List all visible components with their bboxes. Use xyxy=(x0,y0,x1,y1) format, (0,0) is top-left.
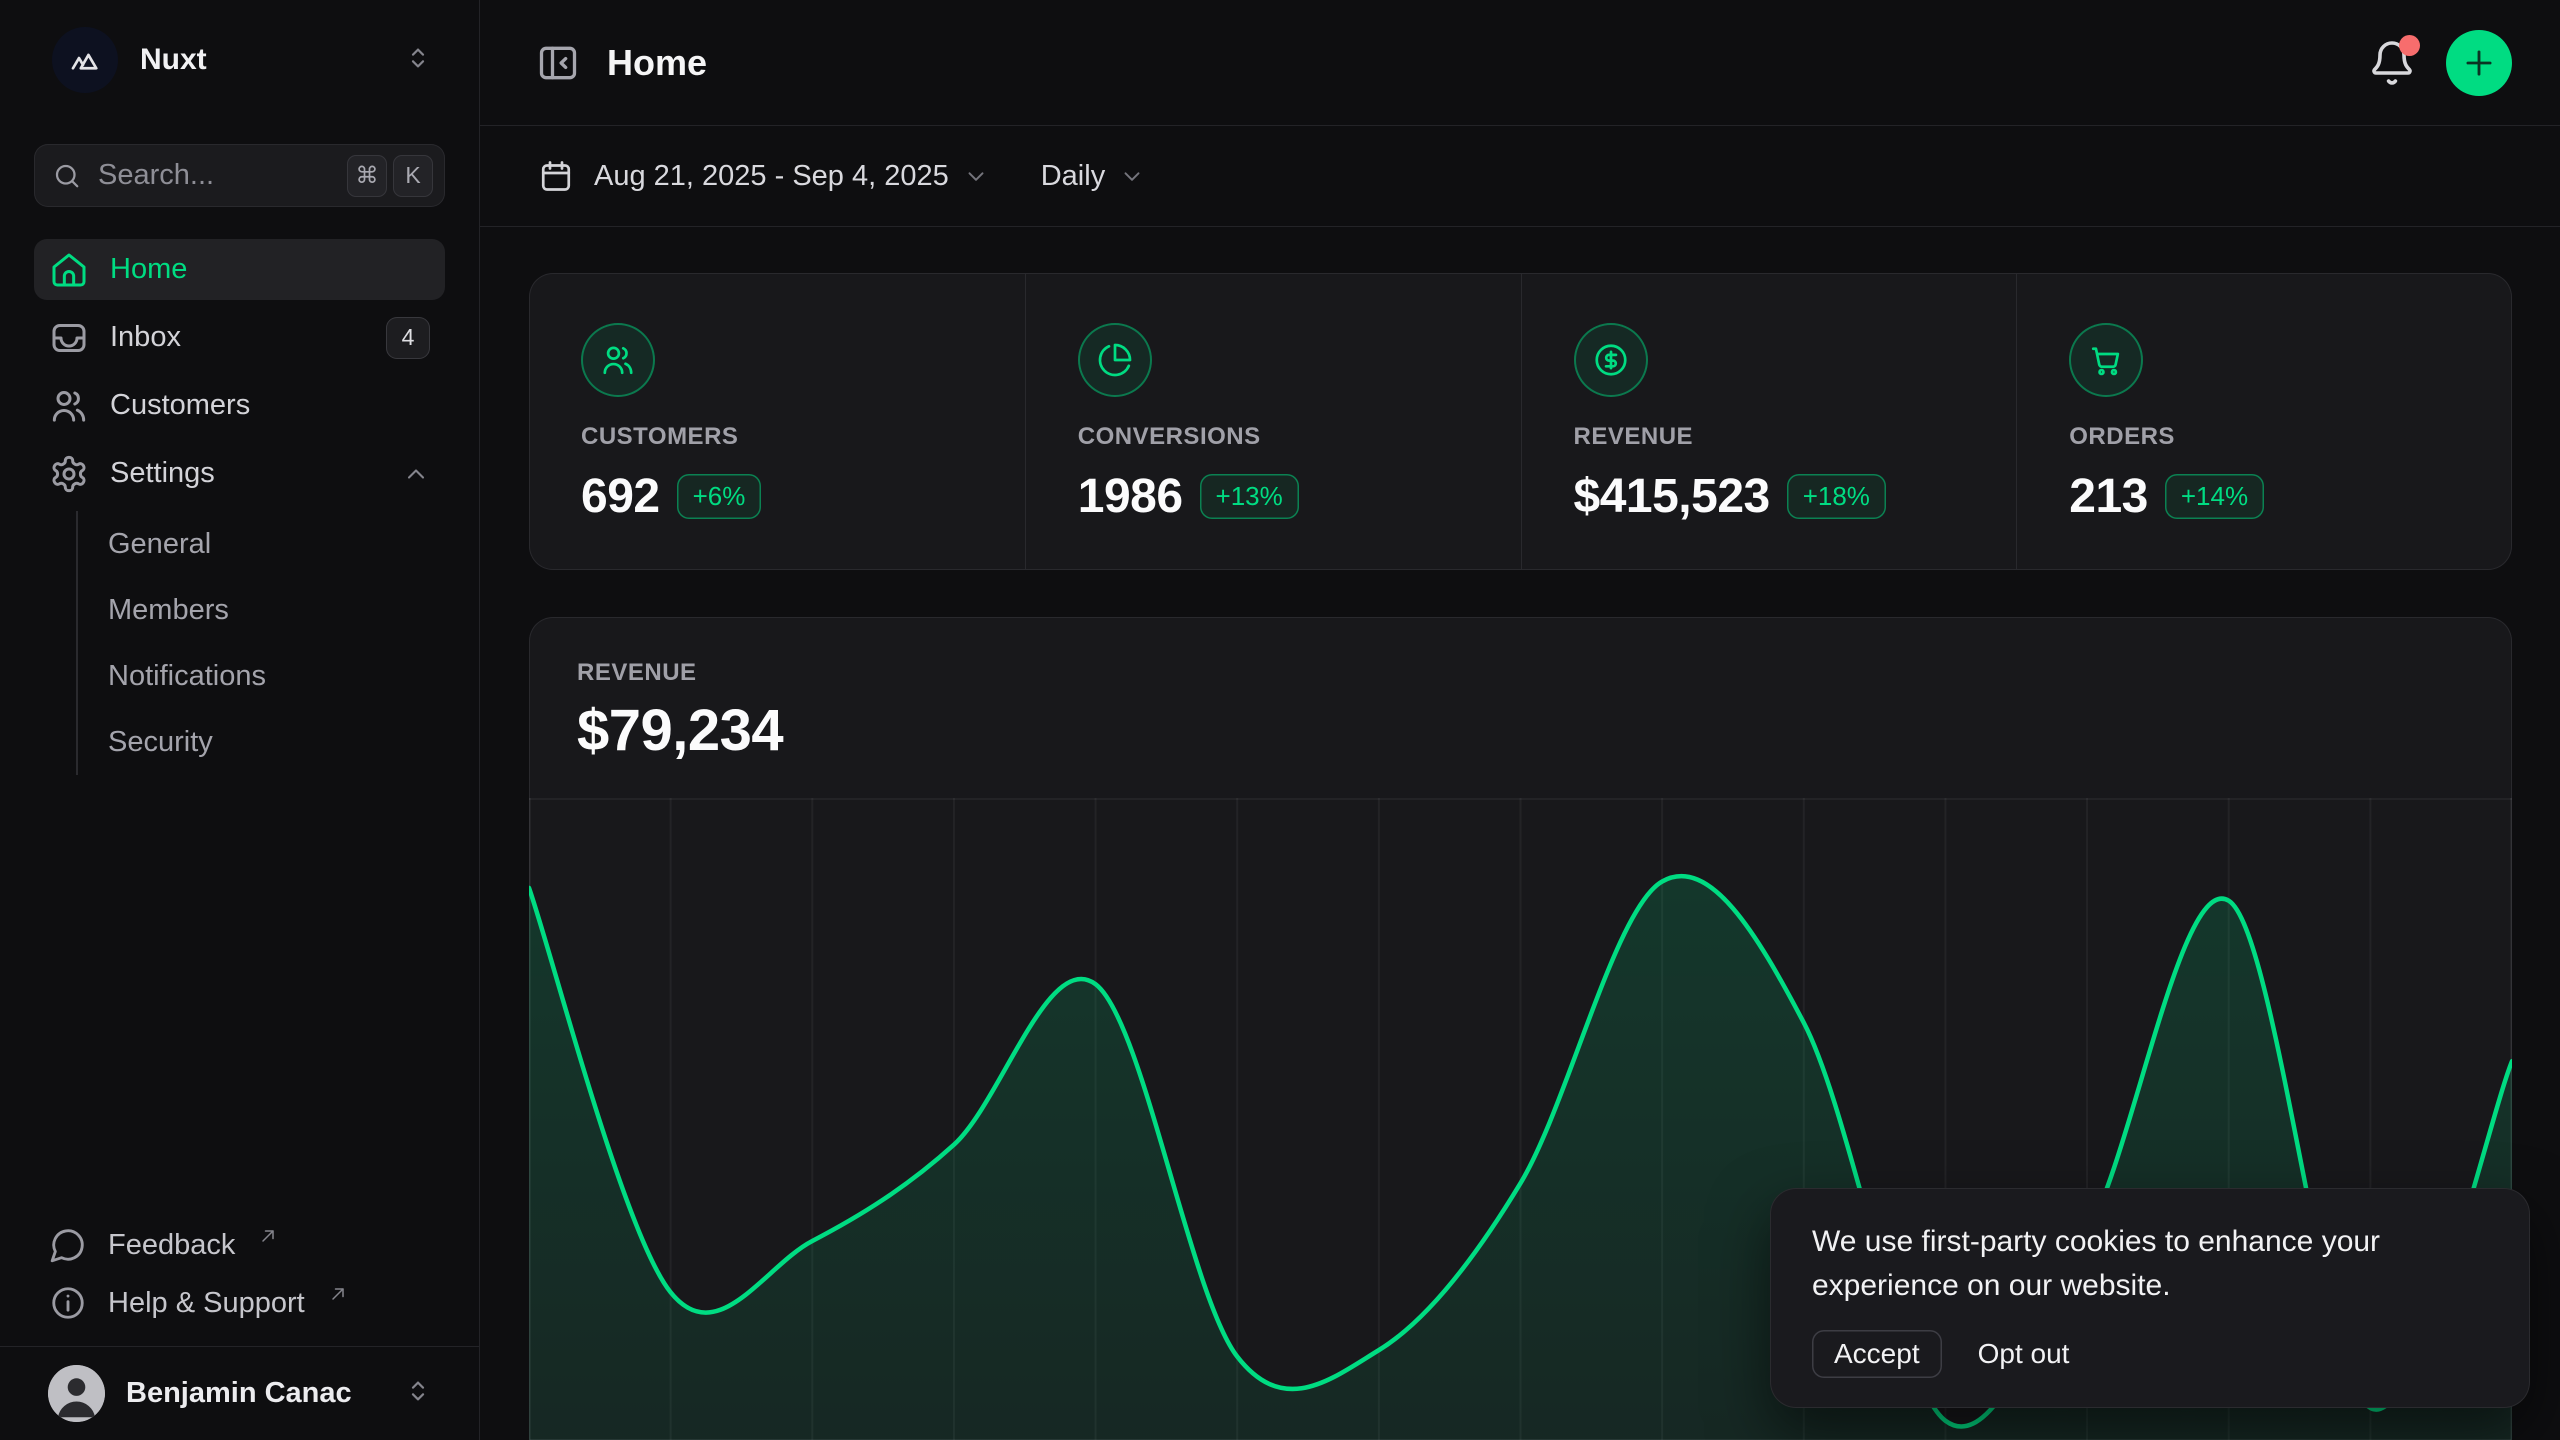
stat-delta-badge: +6% xyxy=(677,474,762,519)
sidebar-item-security[interactable]: Security xyxy=(78,709,445,775)
pie-chart-icon xyxy=(1078,323,1152,397)
stat-orders: ORDERS 213 +14% xyxy=(2016,273,2512,570)
stat-value: 1986 xyxy=(1078,469,1183,524)
users-icon xyxy=(581,323,655,397)
footer-link-label: Feedback xyxy=(108,1229,235,1262)
sidebar-item-inbox[interactable]: Inbox 4 xyxy=(34,307,445,368)
plus-icon xyxy=(2460,44,2498,82)
shopping-cart-icon xyxy=(2069,323,2143,397)
cookie-message: We use first-party cookies to enhance yo… xyxy=(1812,1220,2488,1308)
search-input[interactable]: Search... ⌘ K xyxy=(34,144,445,207)
accept-button[interactable]: Accept xyxy=(1812,1330,1942,1378)
circle-dollar-icon xyxy=(1574,323,1648,397)
revenue-chart-label: REVENUE xyxy=(577,659,2464,687)
external-link-icon xyxy=(258,1226,278,1246)
sidebar-item-customers[interactable]: Customers xyxy=(34,375,445,436)
stat-delta-badge: +18% xyxy=(1787,474,1886,519)
stats-row: CUSTOMERS 692 +6% CONVERSIONS xyxy=(529,273,2512,570)
house-icon xyxy=(49,250,89,290)
sidebar-item-label: Inbox xyxy=(110,321,181,354)
cookie-actions: Accept Opt out xyxy=(1812,1330,2488,1378)
footer-link-label: Help & Support xyxy=(108,1287,305,1320)
search-placeholder: Search... xyxy=(98,159,214,192)
stat-label: ORDERS xyxy=(2069,423,2460,451)
sidebar-item-members[interactable]: Members xyxy=(78,577,445,643)
panel-left-close-icon xyxy=(536,41,580,85)
sidebar: Nuxt Search... ⌘ K xyxy=(0,0,480,1440)
revenue-chart-value: $79,234 xyxy=(577,697,2464,764)
sidebar-item-general[interactable]: General xyxy=(78,511,445,577)
filters-bar: Aug 21, 2025 - Sep 4, 2025 Daily xyxy=(480,126,2560,227)
opt-out-button[interactable]: Opt out xyxy=(1978,1330,2070,1378)
user-menu[interactable]: Benjamin Canac xyxy=(0,1346,479,1440)
chevron-up-icon xyxy=(402,460,430,488)
stat-delta-badge: +13% xyxy=(1200,474,1299,519)
chevrons-up-down-icon xyxy=(403,1376,433,1411)
avatar xyxy=(48,1365,105,1422)
kbd-k: K xyxy=(393,155,433,197)
sidebar-item-label: Settings xyxy=(110,457,215,490)
sidebar-item-home[interactable]: Home xyxy=(34,239,445,300)
period-select[interactable]: Daily xyxy=(1041,160,1145,193)
kbd-cmd: ⌘ xyxy=(347,155,387,197)
page-title: Home xyxy=(607,42,707,84)
stat-customers: CUSTOMERS 692 +6% xyxy=(529,273,1025,570)
sidebar-nav: Home Inbox 4 xyxy=(34,239,445,775)
stat-value: 692 xyxy=(581,469,660,524)
message-circle-icon xyxy=(49,1226,87,1264)
add-button[interactable] xyxy=(2446,30,2512,96)
chevrons-up-down-icon xyxy=(403,43,433,78)
sidebar-item-notifications[interactable]: Notifications xyxy=(78,643,445,709)
notifications-button[interactable] xyxy=(2368,39,2416,87)
feedback-link[interactable]: Feedback xyxy=(34,1216,445,1274)
stat-label: CONVERSIONS xyxy=(1078,423,1469,451)
period-label: Daily xyxy=(1041,160,1105,193)
cookie-banner: We use first-party cookies to enhance yo… xyxy=(1770,1188,2530,1408)
date-range-label: Aug 21, 2025 - Sep 4, 2025 xyxy=(594,160,949,193)
sidebar-item-settings[interactable]: Settings xyxy=(34,443,445,504)
sidebar-item-label: Home xyxy=(110,253,187,286)
sidebar-collapse-button[interactable] xyxy=(536,41,580,85)
stat-conversions: CONVERSIONS 1986 +13% xyxy=(1025,273,1521,570)
help-support-link[interactable]: Help & Support xyxy=(34,1274,445,1332)
inbox-icon xyxy=(49,318,89,358)
chevron-down-icon xyxy=(1119,163,1145,189)
workspace-switcher[interactable]: Nuxt xyxy=(34,26,449,94)
revenue-chart-header: REVENUE $79,234 xyxy=(529,617,2512,764)
calendar-icon xyxy=(538,158,574,194)
settings-subnav: General Members Notifications Security xyxy=(76,511,445,775)
sidebar-footer: Feedback Help & Support xyxy=(0,1216,479,1346)
stat-label: CUSTOMERS xyxy=(581,423,973,451)
notification-dot xyxy=(2399,35,2420,56)
stat-value: 213 xyxy=(2069,469,2148,524)
search-shortcut: ⌘ K xyxy=(347,155,433,197)
stat-label: REVENUE xyxy=(1574,423,1965,451)
user-name: Benjamin Canac xyxy=(126,1377,352,1410)
inbox-count-badge: 4 xyxy=(386,317,430,359)
date-range-button[interactable]: Aug 21, 2025 - Sep 4, 2025 xyxy=(538,158,989,194)
stat-delta-badge: +14% xyxy=(2165,474,2264,519)
workspace-name: Nuxt xyxy=(140,43,207,77)
info-icon xyxy=(49,1284,87,1322)
users-icon xyxy=(49,386,89,426)
nuxt-logo-icon xyxy=(52,27,118,93)
sidebar-item-label: Customers xyxy=(110,389,250,422)
stat-value: $415,523 xyxy=(1574,469,1770,524)
external-link-icon xyxy=(328,1284,348,1304)
stat-revenue: REVENUE $415,523 +18% xyxy=(1521,273,2017,570)
chevron-down-icon xyxy=(963,163,989,189)
topbar: Home xyxy=(480,0,2560,126)
search-icon xyxy=(52,161,82,191)
topbar-actions xyxy=(2368,30,2512,96)
gear-icon xyxy=(49,454,89,494)
